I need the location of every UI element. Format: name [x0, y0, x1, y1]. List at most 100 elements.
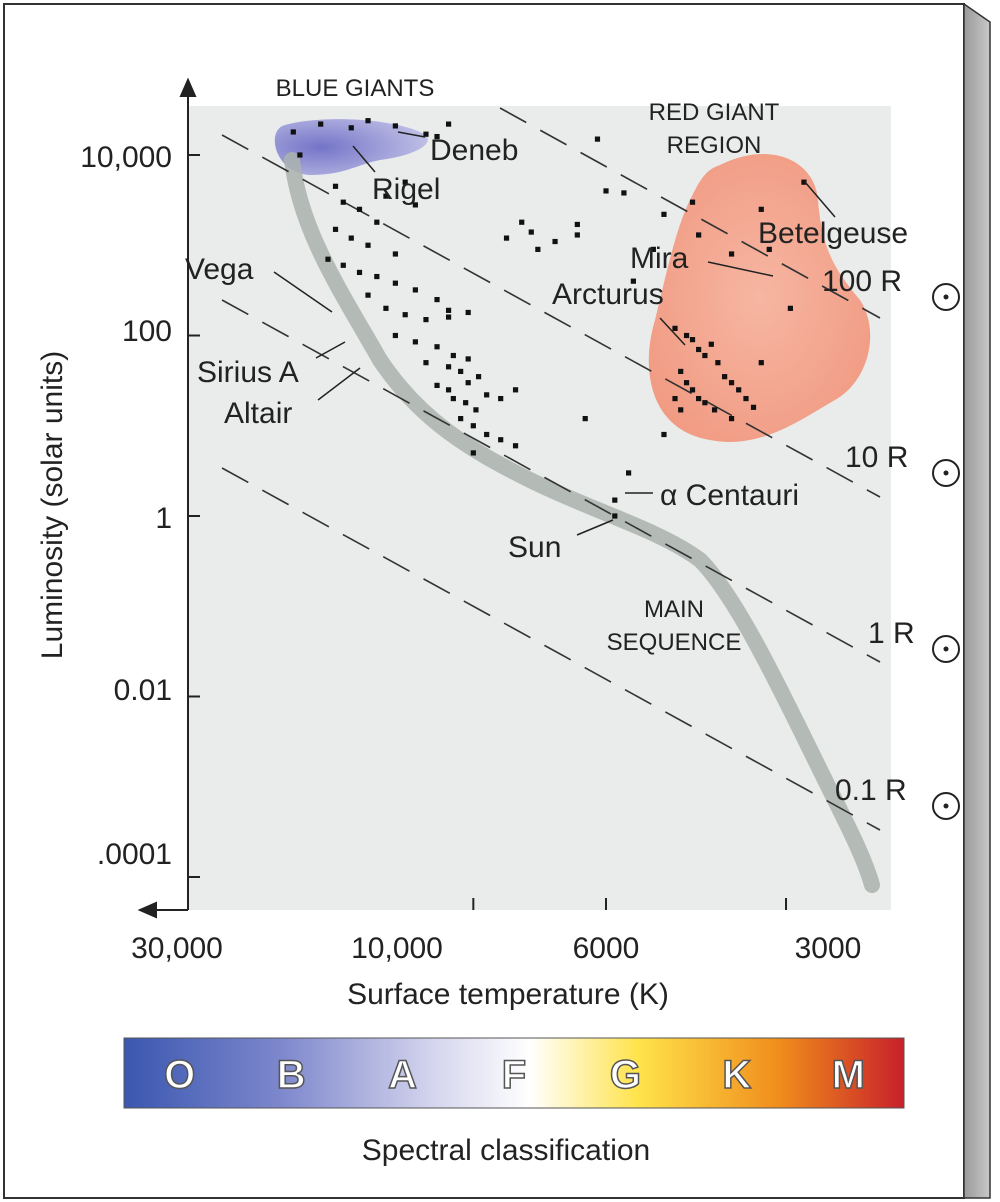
radius-label-10-text: 10 R	[845, 441, 908, 474]
star-point	[290, 129, 296, 135]
star-point	[678, 368, 684, 375]
star-point	[374, 219, 380, 225]
star-point	[423, 317, 429, 323]
star-point	[434, 344, 440, 350]
leader-lines	[273, 131, 836, 536]
star-point	[715, 360, 721, 366]
star-point	[318, 121, 324, 127]
star-point	[787, 305, 793, 311]
star-point	[696, 395, 702, 402]
radius-lines	[221, 107, 881, 831]
star-point	[728, 251, 735, 257]
label-deneb: Deneb	[430, 134, 518, 167]
star-point	[758, 360, 764, 366]
x-tick-30000: 30,000	[131, 932, 223, 965]
star-point	[365, 118, 371, 124]
star-point	[552, 238, 558, 245]
red-giant-label-line1: RED GIANT	[649, 99, 780, 126]
star-point	[736, 387, 742, 393]
star-point	[325, 256, 331, 262]
red-giant-region	[648, 153, 871, 442]
star-point	[392, 280, 398, 286]
star-point	[650, 246, 656, 252]
star-point	[766, 246, 772, 252]
star-point	[473, 407, 479, 413]
star-point	[661, 211, 667, 217]
star-point	[374, 273, 380, 280]
sun-symbol-icon	[932, 635, 960, 663]
star-point	[463, 400, 469, 406]
star-point	[711, 407, 718, 413]
star-point	[434, 382, 440, 388]
star-point	[702, 400, 708, 406]
star-point	[412, 287, 418, 293]
spectral-class-M: M	[832, 1053, 865, 1097]
spectral-class-K: K	[722, 1053, 751, 1097]
radius-label-100: 100 R	[822, 265, 960, 311]
star-point	[458, 368, 464, 375]
star-point	[332, 226, 339, 232]
leader-deneb	[397, 131, 426, 138]
star-point	[672, 395, 678, 402]
y-tick-100: 100	[122, 315, 172, 348]
star-point	[445, 307, 452, 313]
radius-label-1: 1 R	[868, 617, 960, 663]
star-point	[689, 387, 696, 393]
x-tick-labels: 30,000 10,000 6000 3000	[131, 932, 861, 965]
star-point	[689, 199, 696, 205]
star-point	[465, 356, 471, 362]
star-point	[340, 199, 346, 205]
x-axis-arrow	[137, 901, 157, 919]
radius-line-100	[499, 107, 881, 319]
star-point	[750, 404, 757, 410]
radius-label-100-text: 100 R	[822, 265, 902, 298]
label-sun: Sun	[508, 531, 561, 564]
star-point	[801, 179, 807, 185]
label-sirius: Sirius A	[197, 356, 299, 389]
star-point	[412, 202, 418, 208]
star-point	[661, 431, 667, 438]
star-point	[383, 193, 389, 199]
star-point	[696, 346, 702, 353]
star-point	[383, 305, 389, 311]
star-point	[402, 312, 408, 318]
y-tick-labels: 10,000 100 1 0.01 .0001	[80, 141, 172, 871]
star-point	[297, 152, 303, 158]
spectral-class-F: F	[502, 1053, 526, 1097]
radius-line-10	[221, 134, 881, 498]
star-point	[365, 242, 371, 248]
star-point	[630, 278, 636, 284]
star-point	[503, 235, 510, 241]
blue-giants-label: BLUE GIANTS	[276, 75, 435, 102]
label-vega: Vega	[185, 253, 254, 286]
main-sequence-label-line1: MAIN	[644, 596, 704, 623]
radius-line-1	[221, 299, 881, 663]
star-point	[423, 131, 429, 137]
star-point	[683, 380, 690, 386]
star-point	[348, 235, 354, 241]
main-sequence-label-line2: SEQUENCE	[607, 629, 742, 656]
spectral-class-B: B	[277, 1053, 306, 1097]
sun-symbol-icon	[932, 792, 960, 820]
star-point	[574, 221, 580, 228]
star-point	[484, 431, 490, 438]
star-point	[528, 229, 534, 235]
star-point	[702, 352, 708, 359]
label-arcturus: Arcturus	[552, 278, 664, 311]
sun-symbol-icon	[932, 283, 960, 311]
star-point	[356, 206, 363, 212]
star-point	[356, 269, 363, 276]
star-point	[423, 360, 429, 366]
red-giant-label-line2: REGION	[667, 132, 762, 159]
star-point	[728, 416, 735, 422]
star-point	[728, 380, 735, 386]
star-point	[392, 332, 398, 339]
star-point	[574, 232, 580, 238]
star-point	[465, 309, 471, 316]
blue-giants-region	[274, 119, 428, 175]
star-point	[498, 437, 504, 443]
star-point	[535, 246, 541, 252]
star-point	[332, 183, 339, 189]
star-point	[465, 380, 471, 386]
